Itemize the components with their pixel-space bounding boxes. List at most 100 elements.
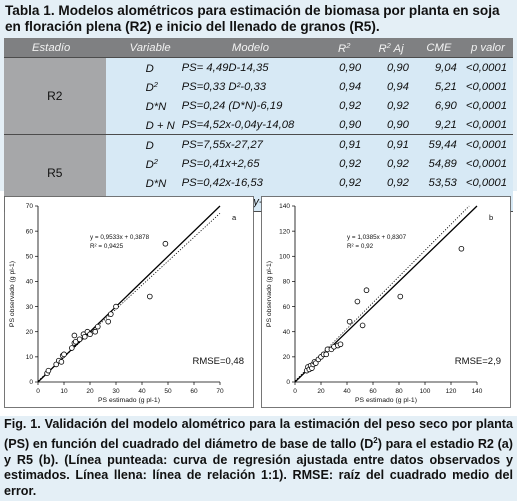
r2-cell: 0,90 (321, 115, 368, 135)
pvalue-cell: <0,0001 (462, 154, 513, 173)
header-r2aj-suffix: Aj (390, 43, 404, 55)
pvalue-cell: <0,0001 (462, 173, 513, 192)
data-point (71, 332, 78, 339)
r2-cell: 0,90 (321, 57, 368, 77)
data-point (108, 311, 114, 317)
y-tick-label: 30 (26, 304, 34, 311)
variable-cell: D*N (105, 173, 180, 192)
variable-cell: D (105, 134, 180, 154)
header-r2aj: R2 Aj (367, 38, 415, 58)
x-axis-label: PS estimado (g pl-1) (98, 397, 160, 404)
data-point (346, 318, 353, 325)
header-r2aj-sup: 2 (386, 41, 391, 50)
variable-sup: 2 (153, 157, 158, 166)
y-tick-label: 20 (283, 354, 291, 361)
data-point (105, 318, 111, 325)
r2aj-cell: 0,92 (367, 173, 415, 192)
pvalue-cell: <0,0001 (462, 77, 513, 96)
x-tick-label: 80 (395, 388, 403, 395)
x-tick-label: 50 (164, 388, 172, 395)
y-tick-label: 120 (279, 228, 290, 235)
y-tick-label: 140 (279, 203, 290, 210)
r2aj-cell: 0,92 (367, 96, 415, 115)
panel-label: b (489, 213, 493, 222)
y-tick-label: 0 (286, 379, 290, 386)
variable-cell: D2 (105, 154, 180, 173)
y-axis-label: PS observado (g pl-1) (266, 261, 273, 327)
table-row: R2 D PS= 4,49D-14,35 0,90 0,90 9,04 <0,0001 (4, 57, 513, 135)
data-point (95, 323, 101, 330)
figure-caption-part2: ) para el estadio R2 (a) y R5 (b). (Líne… (4, 436, 513, 499)
figure-caption-part1: Fig. 1. Validación del modelo alométrico… (4, 417, 513, 451)
rmse-label: RMSE=2,9 (455, 356, 501, 367)
variable-text: D*N (145, 101, 167, 113)
chart-a-svg: 0 10 20 30 40 50 60 70 0 10 20 30 40 50 60 70 y = 0,9533… (4, 196, 254, 408)
x-tick-label: 30 (112, 388, 120, 395)
table-row: R5 D PS=7,55x-27,27 0,91 0,91 59,44 <0,0001 (4, 134, 513, 212)
variable-text: D (145, 159, 154, 171)
data-point (58, 359, 65, 365)
header-r2-text: R (338, 43, 347, 55)
data-point (147, 293, 153, 300)
x-tick-label: 60 (190, 388, 198, 395)
x-tick-label: 120 (446, 388, 457, 395)
header-pvalor: p valor (462, 38, 513, 58)
pvalue-cell: <0,0001 (462, 134, 513, 154)
y-tick-label: 70 (26, 203, 34, 210)
model-cell: PS=4,52x-0,04y-14,08 (179, 115, 322, 135)
cme-cell: 53,53 (414, 173, 463, 192)
chart-frame (4, 196, 254, 408)
data-point (76, 336, 83, 343)
x-axis-label: PS estimado (g pl-1) (355, 397, 417, 404)
table-row: D + N PS=4,52x-0,04y-14,08 0,90 0,90 9,21 <0,… (4, 115, 513, 135)
rmse-label: RMSE=0,48 (193, 356, 245, 367)
data-point (312, 360, 319, 366)
x-tick-label: 20 (86, 388, 94, 395)
data-point (323, 351, 329, 358)
chart-b: 0 20 40 60 80 100 120 140 0 20 40 60 80 100 120 140 y = … (261, 196, 511, 408)
variable-text: D (145, 140, 154, 152)
regression-line (294, 205, 470, 382)
figure-caption-sup: 2 (373, 435, 378, 445)
data-point (363, 287, 370, 294)
data-point (72, 338, 79, 345)
r2-cell: 0,92 (321, 154, 368, 173)
x-tick-label: 0 (36, 388, 40, 395)
figure-caption: Fig. 1. Validación del modelo alométrico… (0, 416, 517, 501)
table-header-row: Estadío Variable Modelo R2 R2 Aj CME p v… (4, 38, 513, 58)
x-tick-label: 140 (472, 388, 483, 395)
model-cell: PS=7,55x-27,27 (179, 134, 322, 154)
regression-equation: y = 1,0385x + 0,8307 (347, 234, 407, 241)
variable-text: D + N (145, 120, 175, 132)
r2aj-cell: 0,90 (367, 57, 415, 77)
x-tick-label: 60 (369, 388, 377, 395)
y-axis-label: PS observado (g pl-1) (9, 261, 16, 327)
variable-cell: D + N (105, 115, 180, 135)
pvalue-cell: <0,0001 (462, 115, 513, 135)
variable-cell: D*N (105, 96, 180, 115)
data-point (397, 293, 404, 300)
r2-cell: 0,94 (321, 77, 368, 96)
variable-cell: D (105, 57, 180, 77)
variable-text: D*N (145, 178, 167, 190)
model-cell: PS= 4,49D-14,35 (179, 57, 322, 77)
y-tick-label: 50 (26, 253, 34, 260)
x-tick-label: 40 (343, 388, 351, 395)
table-caption: Tabla 1. Modelos alométricos para estima… (5, 3, 500, 34)
header-variable: Variable (105, 38, 180, 58)
cme-cell: 6,90 (414, 96, 463, 115)
r2-cell: 0,92 (321, 173, 368, 192)
data-point (53, 361, 59, 368)
y-tick-label: 20 (26, 329, 34, 336)
r2-cell: 0,92 (321, 96, 368, 115)
y-tick-label: 100 (279, 253, 290, 260)
regression-equation: y = 0,9533x + 0,3878 (90, 234, 150, 241)
r-squared-label: R² = 0,9425 (90, 243, 124, 250)
cme-cell: 54,89 (414, 154, 463, 173)
header-r2aj-text: R (378, 43, 387, 55)
chart-a: 0 10 20 30 40 50 60 70 0 10 20 30 40 50 60 70 y = 0,9533… (4, 196, 254, 408)
data-point (82, 333, 88, 340)
models-body: R2 D PS= 4,49D-14,35 0,90 0,90 9,04 <0,0001 D2 P… (4, 57, 513, 212)
data-point (45, 367, 52, 374)
r2aj-cell: 0,90 (367, 115, 415, 135)
